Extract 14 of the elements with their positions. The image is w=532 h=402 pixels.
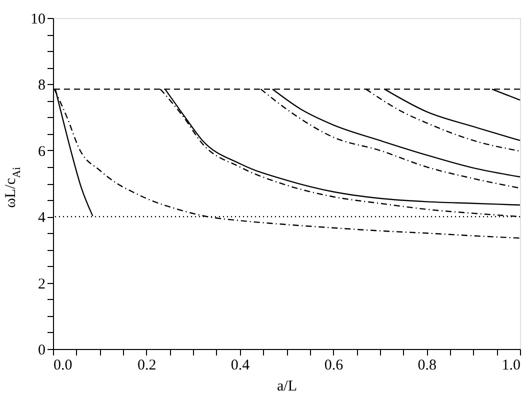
y-tick-label: 6: [38, 144, 46, 160]
x-tick-label: 0.4: [230, 358, 250, 374]
x-tick-label: 1.0: [502, 358, 520, 374]
x-tick-label: 0.6: [324, 358, 344, 374]
y-tick-label: 0: [38, 342, 46, 358]
x-tick-label: 0.2: [138, 358, 156, 374]
x-tick-label: 0.8: [418, 358, 436, 374]
y-tick-label: 4: [38, 210, 46, 226]
y-tick-label: 10: [30, 12, 46, 28]
y-axis-title: ωL/cAi: [3, 167, 23, 208]
x-axis-title: a/L: [277, 378, 297, 394]
y-tick-label: 8: [38, 78, 46, 94]
x-tick-label: 0.0: [54, 358, 72, 374]
y-tick-label: 2: [38, 276, 46, 292]
